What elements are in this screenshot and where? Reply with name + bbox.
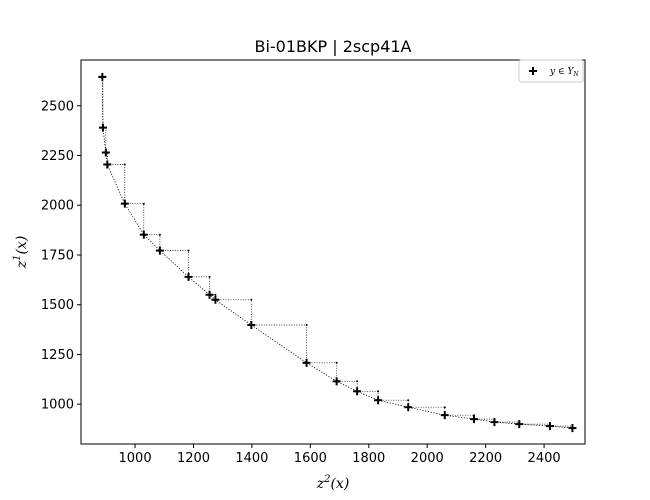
data-point: [332, 377, 341, 386]
data-point: [404, 403, 413, 412]
data-point: [120, 199, 129, 208]
y-tick-label: 1250: [41, 348, 74, 363]
data-point: [139, 230, 148, 239]
data-point: [98, 72, 107, 81]
corner-dot: [356, 380, 359, 383]
series-line: [101, 76, 573, 429]
corner-dot: [250, 298, 253, 301]
data-point: [101, 148, 110, 157]
corner-dot: [187, 249, 190, 252]
data-point: [469, 415, 478, 424]
y-tick-label: 2000: [41, 199, 74, 214]
y-tick-label: 2250: [41, 149, 74, 164]
data-point: [205, 290, 214, 299]
data-point: [353, 387, 362, 396]
corner-dot: [335, 361, 338, 364]
data-point: [155, 246, 164, 255]
staircase-segment: [143, 234, 161, 251]
chart-title: Bi-01BKP | 2scp41A: [254, 37, 411, 56]
x-tick-label: 1200: [177, 451, 210, 466]
x-tick-label: 1600: [294, 451, 327, 466]
corner-dot: [214, 293, 217, 296]
corner-dot: [158, 233, 161, 236]
x-tick-label: 2000: [411, 451, 444, 466]
x-tick-label: 1400: [235, 451, 268, 466]
corner-dot: [377, 390, 380, 393]
y-tick-label: 1000: [41, 398, 74, 413]
data-point: [211, 295, 220, 304]
data-point: [515, 420, 524, 429]
data-point: [302, 358, 311, 367]
x-axis-label: z2(x): [316, 474, 350, 492]
data-point: [440, 411, 449, 420]
data-point: [374, 396, 383, 405]
data-point: [545, 422, 554, 431]
staircase-segment: [188, 276, 210, 295]
x-tick-label: 2400: [528, 451, 561, 466]
corner-dot: [208, 275, 211, 278]
staircase-segment: [494, 421, 520, 425]
y-axis-label: z1(x): [12, 236, 30, 270]
y-tick-label: 2500: [41, 99, 74, 114]
legend-label: y ∈ YN: [549, 67, 579, 78]
legend: y ∈ YN: [518, 59, 584, 83]
y-axis: 1000 1250 1500 1750 2000 2250 2500: [41, 99, 81, 413]
data-point: [490, 418, 499, 427]
corner-dot: [123, 163, 126, 166]
y-tick-label: 1750: [41, 248, 74, 263]
corner-dot: [407, 399, 410, 402]
corner-dot: [142, 202, 145, 205]
staircase-segment: [159, 250, 189, 277]
corner-dot: [443, 406, 446, 409]
legend-marker: [529, 67, 537, 75]
legend-box: [518, 59, 584, 83]
plot-area: [98, 72, 577, 433]
x-tick-label: 1800: [352, 451, 385, 466]
y-tick-label: 1500: [41, 298, 74, 313]
x-tick-label: 1000: [119, 451, 152, 466]
axes-frame: [80, 59, 586, 445]
x-axis: 1000 1200 1400 1600 1800 2000 2200 2400: [119, 444, 561, 466]
data-point: [184, 272, 193, 281]
staircase-segment: [357, 390, 379, 401]
data-point: [247, 321, 256, 330]
x-tick-label: 2200: [469, 451, 502, 466]
corner-dot: [305, 324, 308, 326]
data-point: [103, 160, 112, 169]
data-point: [568, 424, 577, 433]
data-point: [98, 123, 107, 132]
